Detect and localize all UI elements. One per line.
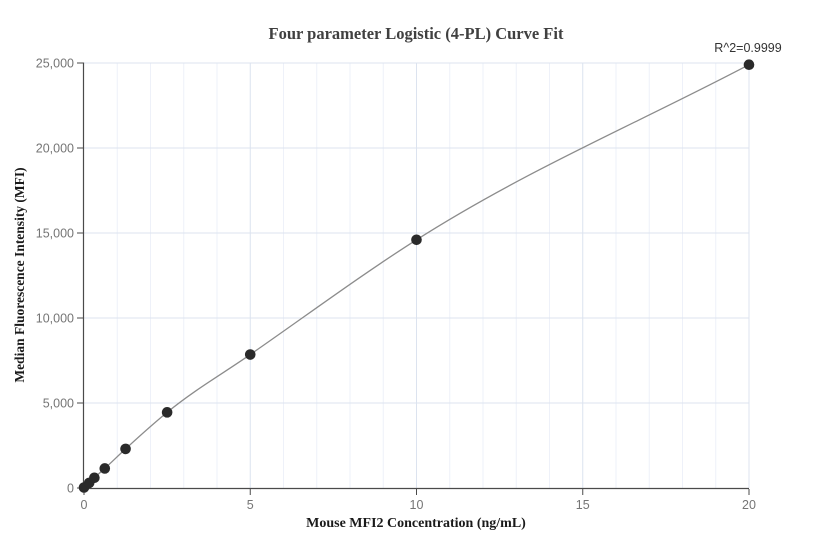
y-tick-label: 0 — [67, 482, 74, 496]
data-point — [120, 443, 131, 455]
data-point — [161, 407, 173, 418]
data-point — [244, 349, 256, 360]
x-tick-label: 5 — [247, 498, 254, 512]
y-tick-label: 15,000 — [36, 227, 74, 241]
data-point — [411, 234, 422, 246]
x-tick-label: 10 — [410, 498, 424, 512]
data-point — [743, 59, 755, 70]
y-tick-label: 20,000 — [36, 142, 74, 156]
r-squared-annotation: R^2=0.9999 — [714, 41, 782, 55]
y-tick-label: 5,000 — [43, 397, 74, 411]
x-axis-title: Mouse MFI2 Concentration (ng/mL) — [306, 516, 526, 531]
y-tick-label: 10,000 — [36, 312, 74, 326]
x-tick-label: 0 — [81, 498, 88, 512]
x-tick-label: 20 — [742, 498, 756, 512]
chart-title: Four parameter Logistic (4-PL) Curve Fit — [268, 24, 564, 43]
y-tick-label: 25,000 — [36, 57, 74, 71]
x-tick-label: 15 — [576, 498, 590, 512]
data-point — [99, 463, 111, 474]
data-point — [89, 472, 100, 484]
